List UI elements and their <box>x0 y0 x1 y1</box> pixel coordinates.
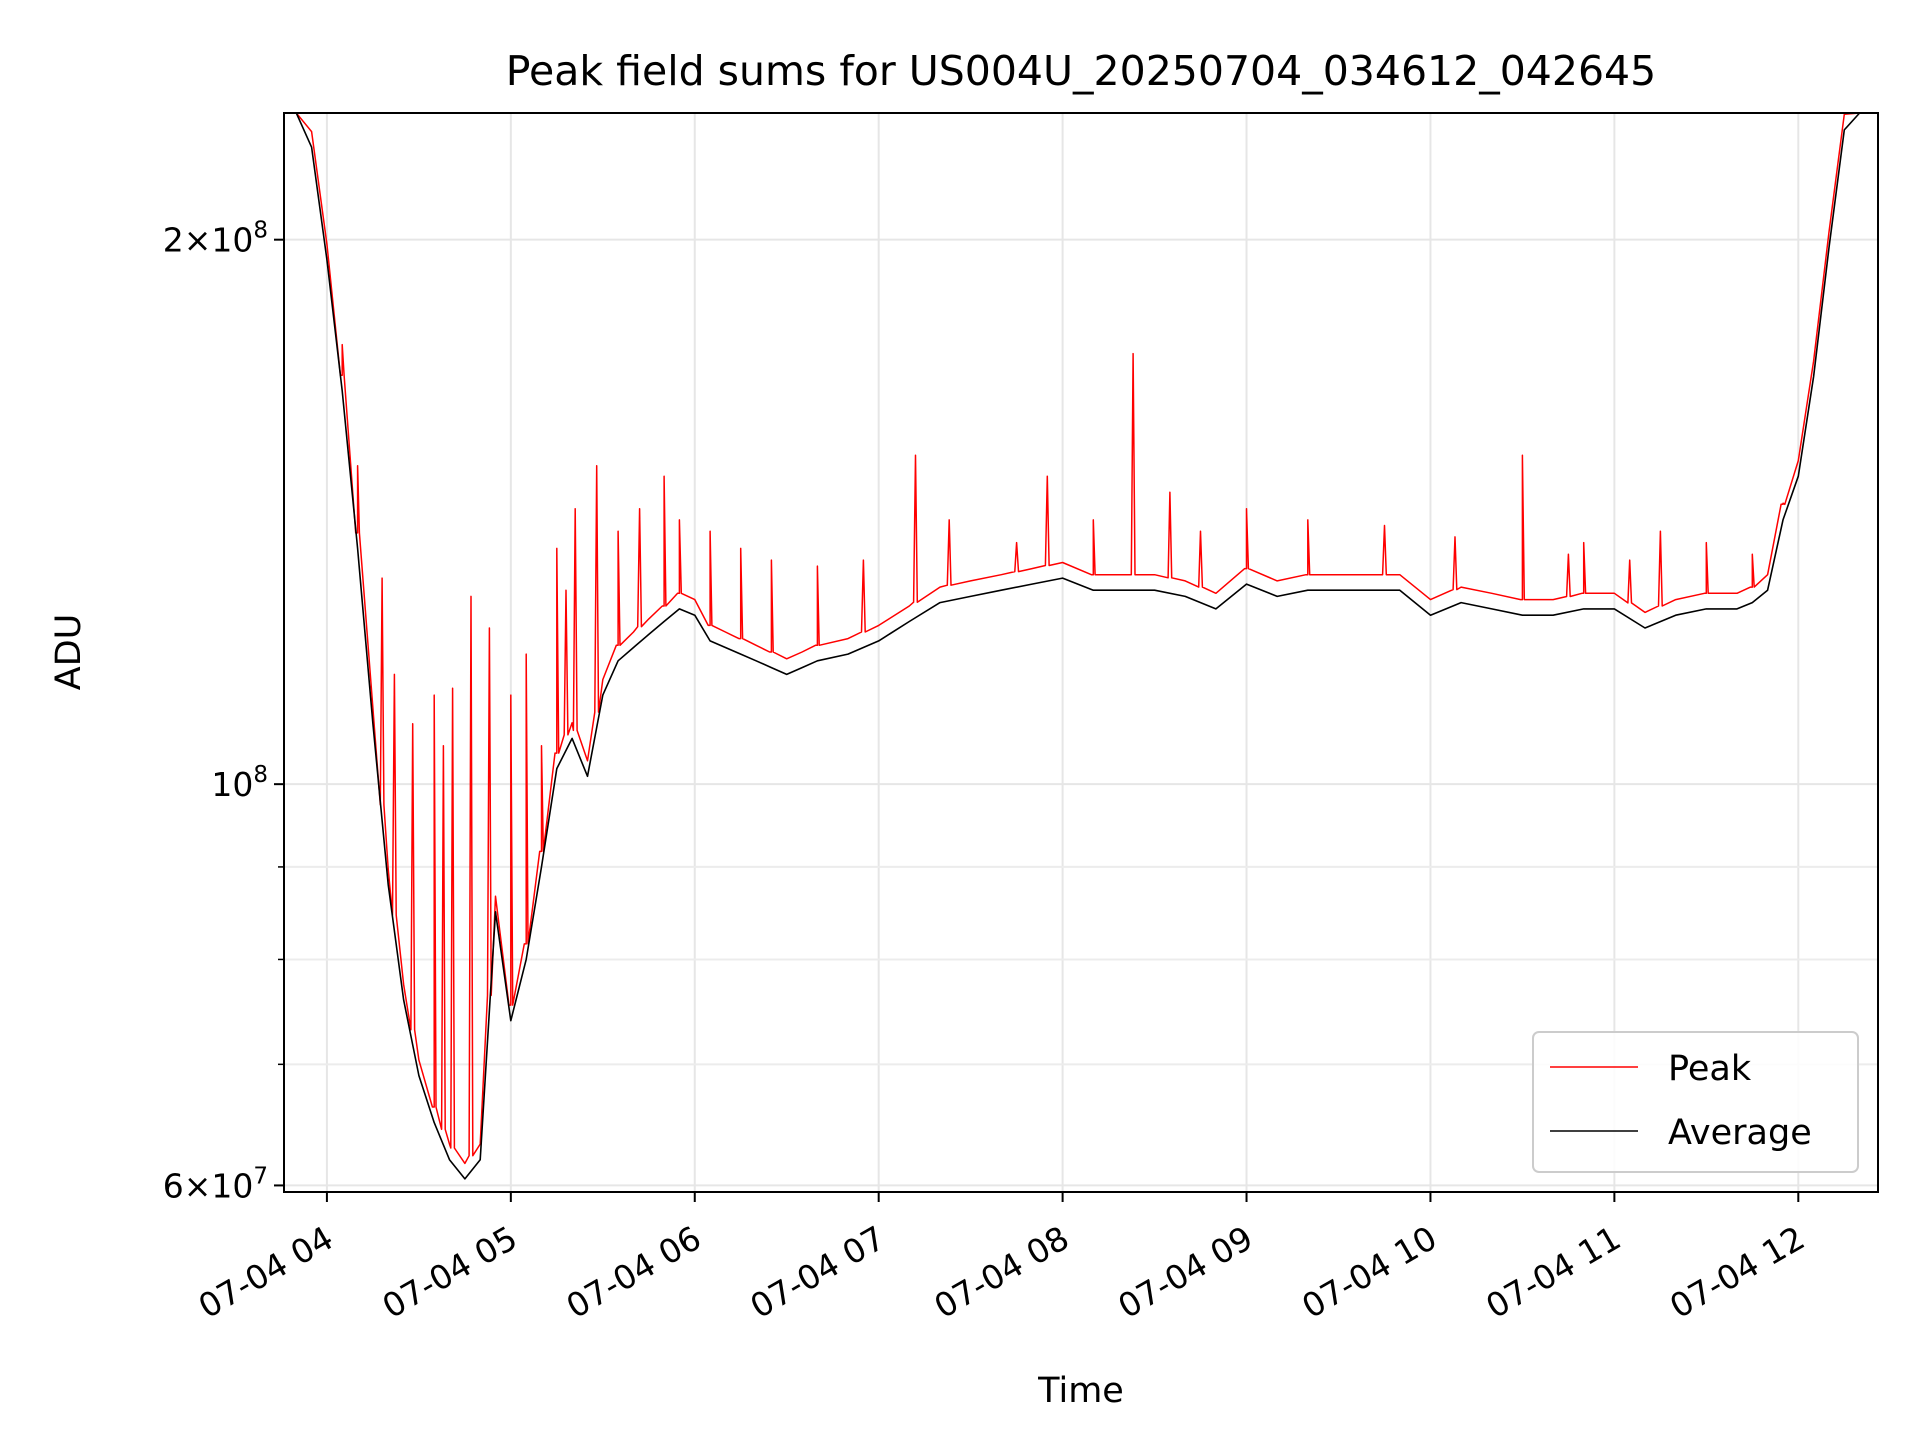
peak-series-line <box>284 112 1878 1165</box>
legend-average-label: Average <box>1668 1113 1812 1153</box>
x-axis-label: Time <box>1037 1371 1124 1411</box>
legend-peak-label: Peak <box>1668 1049 1752 1089</box>
y-tick-label: 6×107 <box>163 1163 268 1205</box>
plot-area-background <box>284 113 1878 1192</box>
chart-title: Peak field sums for US004U_20250704_0346… <box>506 47 1656 95</box>
plot-series <box>284 112 1878 1180</box>
grid-lines <box>284 113 1878 1192</box>
legend: Peak Average <box>1532 1031 1859 1173</box>
y-tick-label: 108 <box>211 762 268 804</box>
average-series-line <box>284 112 1878 1180</box>
plot-frame <box>283 112 1879 1193</box>
y-tick-label: 2×108 <box>163 218 268 260</box>
y-axis-label: ADU <box>49 614 89 691</box>
